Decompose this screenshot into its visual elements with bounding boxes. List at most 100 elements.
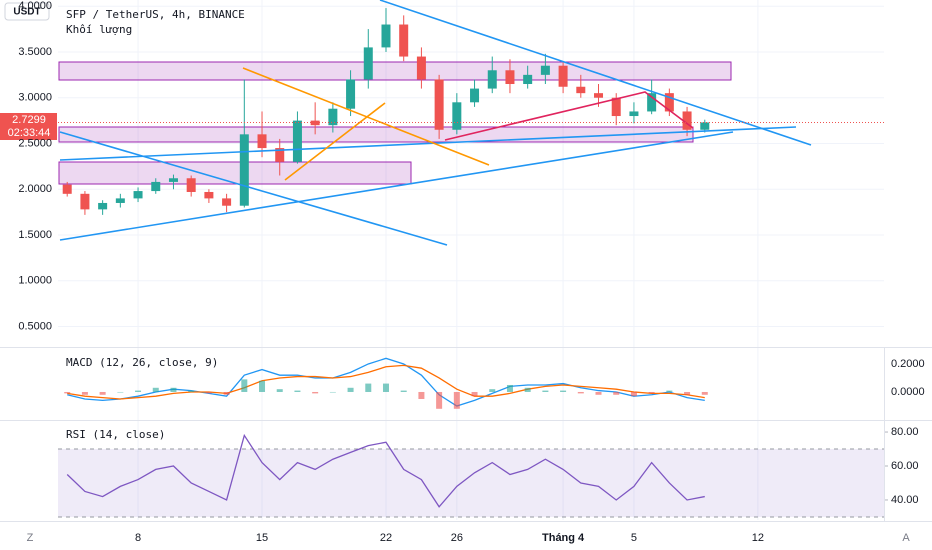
candle-body [222, 198, 232, 206]
candle-body [115, 198, 125, 203]
chart-title: SFP / TetherUS, 4h, BINANCE [66, 8, 245, 21]
trendline [59, 126, 797, 161]
histogram-bar [259, 380, 266, 392]
histogram-bar [117, 391, 124, 393]
candle-body [399, 24, 409, 57]
histogram-bar [630, 391, 637, 397]
price-badge [0, 113, 57, 140]
indicator-line [66, 433, 705, 508]
candle-body [452, 102, 462, 130]
histogram-bar [471, 391, 478, 397]
histogram-bar [613, 391, 620, 395]
y-tick-label: 80.00 [891, 426, 919, 438]
candle-body [629, 111, 639, 117]
y-tick-label: 3.0000 [18, 92, 52, 104]
candle-body [505, 70, 515, 85]
last-price: 2.7299 [12, 114, 46, 126]
histogram-bar [542, 390, 549, 392]
candle-body [540, 65, 550, 75]
candle-body [363, 47, 373, 80]
candle-body [80, 193, 90, 210]
y-tick-label: 0.2000 [891, 358, 925, 370]
x-tick-label: 5 [631, 532, 637, 544]
histogram-bar [312, 391, 319, 394]
volume-label: Khối lượng [66, 23, 132, 36]
histogram-bar [152, 387, 159, 392]
histogram-bar [365, 383, 372, 392]
zone [58, 61, 732, 81]
zone [58, 126, 694, 143]
candle-body [470, 88, 480, 103]
candle-body [416, 56, 426, 80]
y-tick-label: 1.0000 [18, 275, 52, 287]
histogram-bar [294, 390, 301, 392]
candle-body [381, 24, 391, 48]
histogram-bar [81, 391, 88, 395]
trendline [59, 131, 448, 246]
histogram-bar [489, 389, 496, 392]
candle-body [346, 79, 356, 109]
macd-title: MACD (12, 26, close, 9) [66, 356, 218, 369]
y-tick-label: 2.0000 [18, 183, 52, 195]
x-tick-label: 12 [752, 532, 764, 544]
candle-body [328, 108, 338, 126]
histogram-bar [205, 391, 212, 394]
candle-body [257, 134, 267, 149]
candle-body [204, 191, 214, 199]
drawings [58, 0, 884, 246]
y-tick-label: 2.5000 [18, 137, 52, 149]
histogram-bar [64, 391, 71, 394]
candle-body [151, 181, 161, 192]
histogram-bar [648, 391, 655, 394]
histogram-bar [223, 391, 230, 395]
histogram-bar [595, 391, 602, 395]
candle-body [647, 93, 657, 112]
trendline [242, 67, 490, 166]
histogram-bar [241, 379, 248, 392]
candle-body [239, 134, 249, 206]
grid [58, 0, 888, 520]
histogram-bar [577, 391, 584, 394]
histogram-bar [99, 391, 106, 395]
candle-body [700, 122, 710, 130]
candle-body [487, 70, 497, 89]
marks [62, 8, 710, 508]
y-tick-label: 60.00 [891, 460, 919, 472]
trendline [59, 131, 734, 241]
rsi-title: RSI (14, close) [66, 428, 165, 441]
y-tick-label: 0.5000 [18, 320, 52, 332]
y-tick-label: 4.0000 [18, 0, 52, 12]
trendline [379, 0, 812, 146]
currency-button[interactable] [4, 2, 50, 21]
candle-body [62, 184, 72, 194]
candle-body [434, 79, 444, 130]
currency[interactable]: USDT [13, 7, 40, 18]
y-tick-label: 0.0000 [891, 386, 925, 398]
x-tick-label: 22 [380, 532, 392, 544]
zoom-button[interactable]: Z [27, 532, 34, 544]
histogram-bar [418, 391, 425, 399]
histogram-bar [400, 390, 407, 392]
candle-body [682, 111, 692, 130]
histogram-bar [684, 391, 691, 395]
countdown: 02:33:44 [8, 127, 51, 139]
x-tick-label: 8 [135, 532, 141, 544]
candle-body [310, 120, 320, 126]
y-tick-label: 3.5000 [18, 46, 52, 58]
histogram-bar [560, 390, 567, 392]
x-tick-label: Tháng 4 [542, 532, 585, 544]
candle-body [611, 97, 621, 117]
candle-body [664, 93, 674, 112]
histogram-bar [347, 387, 354, 392]
y-tick-label: 1.5000 [18, 229, 52, 241]
candle-body [275, 148, 285, 162]
histogram-bar [701, 391, 708, 395]
trendline [284, 102, 386, 181]
histogram-bar [276, 389, 283, 392]
auto-button[interactable]: A [902, 532, 910, 544]
candle-body [576, 86, 586, 94]
histogram-bar [506, 384, 513, 392]
candle-body [186, 178, 196, 192]
